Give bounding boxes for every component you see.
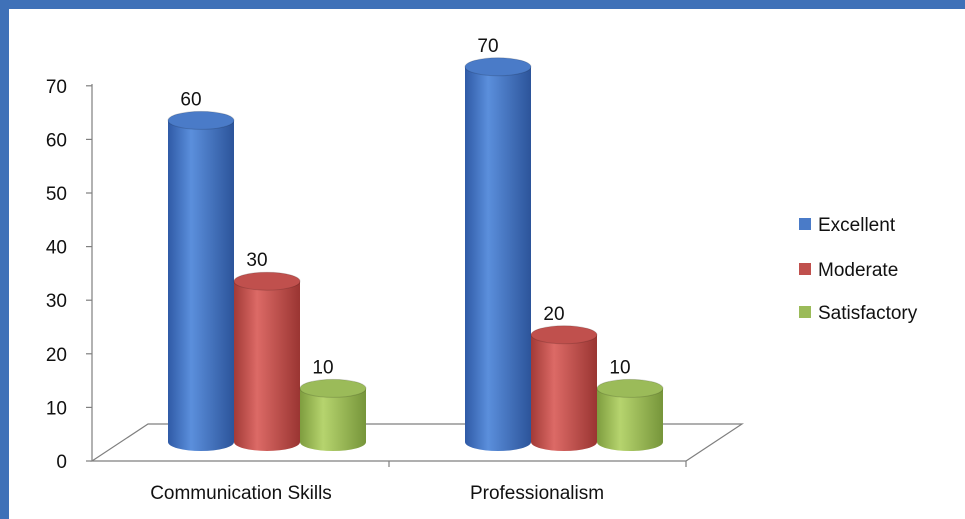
plot-floor [90,423,744,462]
bar-excellent-1 [167,110,235,452]
y-tick-label: 50 [46,184,67,205]
data-label: 20 [543,304,564,325]
data-label: 60 [180,89,201,110]
y-tick-label: 70 [46,77,67,98]
y-tick-label: 20 [46,345,67,366]
legend-label: Satisfactory [818,303,918,324]
x-tick-label: Communication Skills [150,483,332,504]
legend-swatch [799,218,811,230]
y-tick-label: 60 [46,130,67,151]
y-tick-label: 0 [56,452,67,473]
x-tick-label: Professionalism [470,483,604,504]
data-label: 10 [609,357,630,378]
data-label: 30 [246,250,267,271]
y-tick-label: 10 [46,398,67,419]
y-tick-label: 30 [46,291,67,312]
legend-label: Excellent [818,215,896,236]
legend-label: Moderate [818,260,898,281]
bar-excellent-2 [464,57,532,452]
bar-satisfactory-1 [299,378,367,451]
legend: Excellent Moderate Satisfactory [799,215,918,324]
bar-satisfactory-2 [596,378,664,451]
data-label: 70 [477,36,498,57]
data-label: 10 [312,357,333,378]
bar-moderate-2 [530,325,598,451]
bar-moderate-1 [233,271,301,451]
legend-swatch [799,306,811,318]
y-tick-label: 40 [46,238,67,259]
legend-swatch [799,263,811,275]
